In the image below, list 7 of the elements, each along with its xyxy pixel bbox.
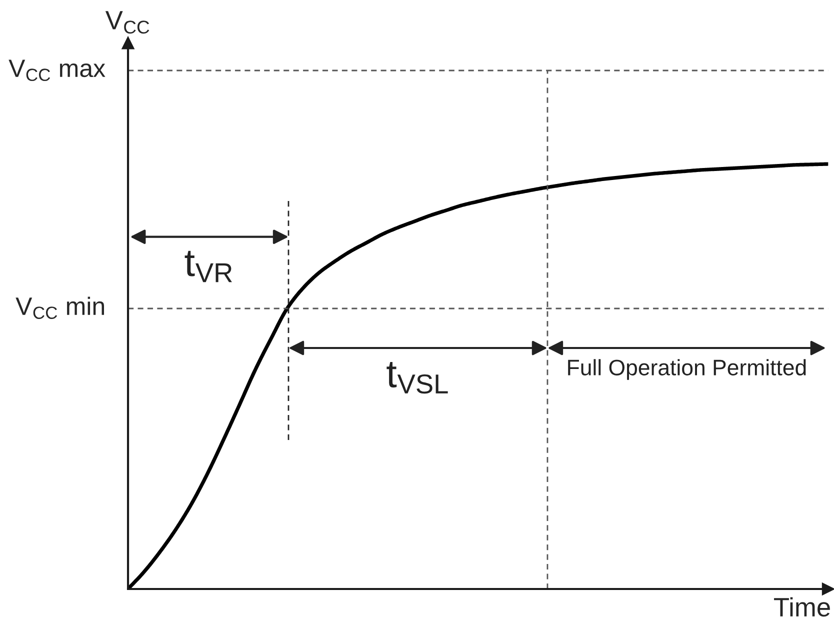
ref-line-label: V$_{CC}$ min [16, 296, 104, 319]
y-axis-title: V$_{CC}$ [105, 11, 150, 34]
annotation: t$_{VSL}$ [386, 362, 448, 394]
annotation: Full Operation Permitted [568, 359, 806, 380]
annotation: t$_{VR}$ [184, 250, 232, 282]
ref-line-label: V$_{CC}$ max [8, 60, 106, 82]
x-axis-title: Time [774, 597, 830, 617]
